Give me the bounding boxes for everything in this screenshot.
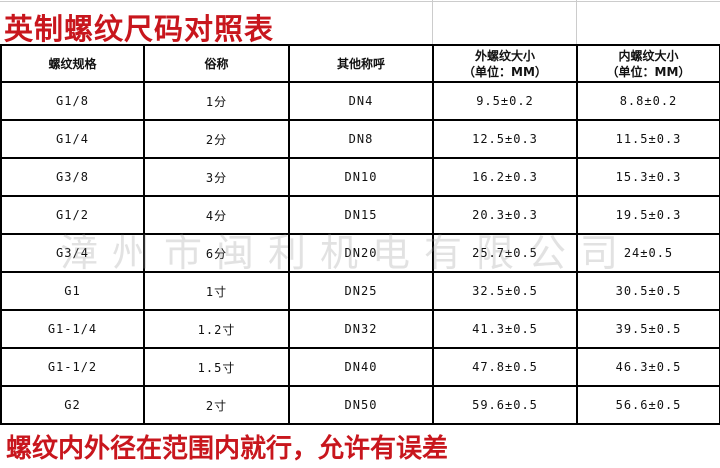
cell-internal-size: 56.6±0.5 [576,385,720,425]
cell-spec: G3/8 [0,157,145,197]
cell-spec: G1-1/2 [0,347,145,387]
cell-spec: G1/4 [0,119,145,159]
cell-common-name: 3分 [143,157,290,197]
cell-spec: G3/4 [0,233,145,273]
cell-spec: G1/8 [0,81,145,121]
header-other-name: 其他称呼 [288,44,434,83]
cell-common-name: 2寸 [143,385,290,425]
cell-external-size: 25.7±0.5 [432,233,578,273]
cell-external-size: 16.2±0.3 [432,157,578,197]
footer-note: 螺纹内外径在范围内就行，允许有误差 [6,434,449,464]
cell-external-size: 41.3±0.5 [432,309,578,349]
table-row: G1-1/4 1.2寸 DN32 41.3±0.5 39.5±0.5 [0,309,720,349]
cell-other-name: DN20 [288,233,434,273]
cell-other-name: DN10 [288,157,434,197]
cell-external-size: 12.5±0.3 [432,119,578,159]
header-spec: 螺纹规格 [0,44,145,83]
cell-common-name: 4分 [143,195,290,235]
cell-internal-size: 46.3±0.5 [576,347,720,387]
cell-other-name: DN25 [288,271,434,311]
cell-internal-size: 8.8±0.2 [576,81,720,121]
cell-common-name: 6分 [143,233,290,273]
cell-external-size: 20.3±0.3 [432,195,578,235]
cell-internal-size: 11.5±0.3 [576,119,720,159]
table-row: G3/4 6分 DN20 25.7±0.5 24±0.5 [0,233,720,273]
cell-common-name: 1.5寸 [143,347,290,387]
cell-internal-size: 15.3±0.3 [576,157,720,197]
cell-internal-size: 24±0.5 [576,233,720,273]
cell-spec: G1 [0,271,145,311]
cell-spec: G2 [0,385,145,425]
cell-common-name: 1分 [143,81,290,121]
header-common-name: 俗称 [143,44,290,83]
cell-other-name: DN50 [288,385,434,425]
header-row: 螺纹规格 俗称 其他称呼 外螺纹大小 （单位：MM） 内螺纹大小 （单位：MM） [0,44,720,83]
cell-common-name: 1.2寸 [143,309,290,349]
table-row: G1/2 4分 DN15 20.3±0.3 19.5±0.3 [0,195,720,235]
cell-other-name: DN32 [288,309,434,349]
cell-external-size: 59.6±0.5 [432,385,578,425]
cell-internal-size: 39.5±0.5 [576,309,720,349]
cell-spec: G1/2 [0,195,145,235]
header-internal-size: 内螺纹大小 （单位：MM） [576,44,720,83]
header-external-size: 外螺纹大小 （单位：MM） [432,44,578,83]
page-title: 英制螺纹尺码对照表 [4,12,275,46]
watermark: 漳州市闽利机电有限公司 [60,231,633,275]
table-row: G2 2寸 DN50 59.6±0.5 56.6±0.5 [0,385,720,425]
cell-external-size: 9.5±0.2 [432,81,578,121]
table-row: G3/8 3分 DN10 16.2±0.3 15.3±0.3 [0,157,720,197]
cell-common-name: 1寸 [143,271,290,311]
cell-external-size: 47.8±0.5 [432,347,578,387]
table-row: G1 1寸 DN25 32.5±0.5 30.5±0.5 [0,271,720,311]
cell-external-size: 32.5±0.5 [432,271,578,311]
table-row: G1/4 2分 DN8 12.5±0.3 11.5±0.3 [0,119,720,159]
thread-size-table: 螺纹规格 俗称 其他称呼 外螺纹大小 （单位：MM） 内螺纹大小 （单位：MM） G… [0,44,720,425]
cell-other-name: DN8 [288,119,434,159]
cell-internal-size: 30.5±0.5 [576,271,720,311]
table-row: G1-1/2 1.5寸 DN40 47.8±0.5 46.3±0.5 [0,347,720,387]
cell-common-name: 2分 [143,119,290,159]
cell-internal-size: 19.5±0.3 [576,195,720,235]
cell-other-name: DN40 [288,347,434,387]
cell-spec: G1-1/4 [0,309,145,349]
cell-other-name: DN15 [288,195,434,235]
sheet-grid [0,0,720,45]
cell-other-name: DN4 [288,81,434,121]
table-row: G1/8 1分 DN4 9.5±0.2 8.8±0.2 [0,81,720,121]
